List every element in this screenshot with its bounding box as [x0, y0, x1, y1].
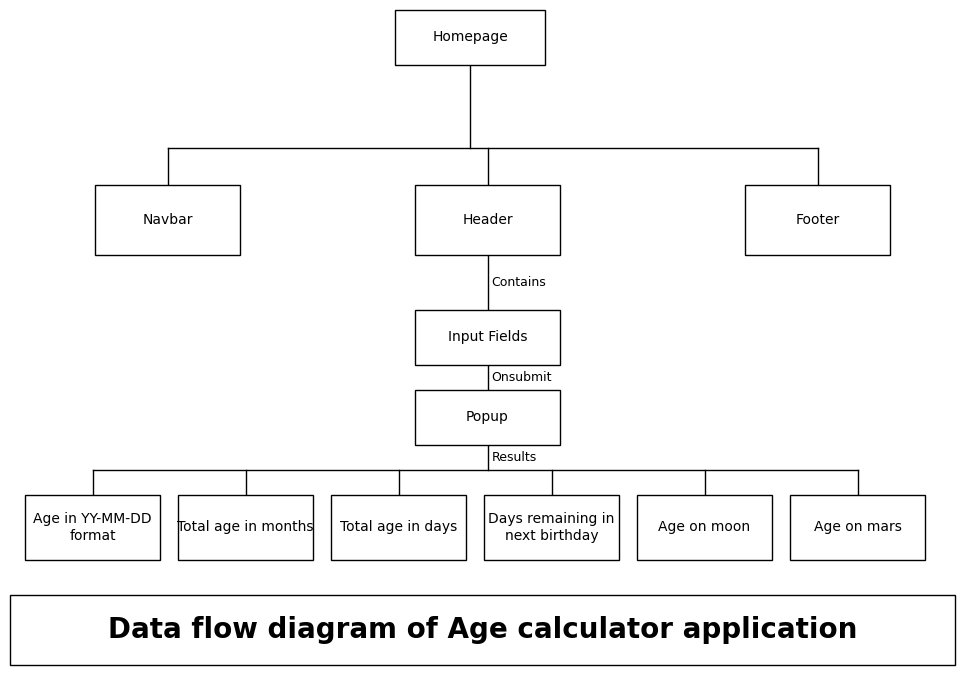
Bar — [415, 390, 560, 445]
Bar — [178, 495, 313, 560]
Bar — [95, 185, 240, 255]
Text: Data flow diagram of Age calculator application: Data flow diagram of Age calculator appl… — [108, 616, 857, 644]
Text: Total age in days: Total age in days — [340, 520, 457, 535]
Bar — [637, 495, 772, 560]
Bar — [415, 185, 560, 255]
Text: Popup: Popup — [466, 411, 509, 424]
Text: Header: Header — [462, 213, 513, 227]
Bar — [395, 10, 545, 65]
Text: Homepage: Homepage — [432, 31, 508, 44]
Text: Input Fields: Input Fields — [448, 330, 527, 345]
Text: Navbar: Navbar — [142, 213, 193, 227]
Text: Footer: Footer — [795, 213, 840, 227]
Bar — [745, 185, 890, 255]
Bar — [10, 595, 955, 665]
Text: Onsubmit: Onsubmit — [491, 371, 552, 384]
Text: Age in YY-MM-DD
format: Age in YY-MM-DD format — [33, 512, 151, 543]
Text: Age on mars: Age on mars — [814, 520, 901, 535]
Bar — [484, 495, 619, 560]
Bar — [331, 495, 466, 560]
Text: Results: Results — [491, 451, 537, 464]
Text: Total age in months: Total age in months — [178, 520, 314, 535]
Bar — [790, 495, 925, 560]
Bar — [415, 310, 560, 365]
Text: Days remaining in
next birthday: Days remaining in next birthday — [488, 512, 615, 543]
Bar — [25, 495, 160, 560]
Text: Contains: Contains — [491, 276, 547, 289]
Text: Age on moon: Age on moon — [658, 520, 751, 535]
